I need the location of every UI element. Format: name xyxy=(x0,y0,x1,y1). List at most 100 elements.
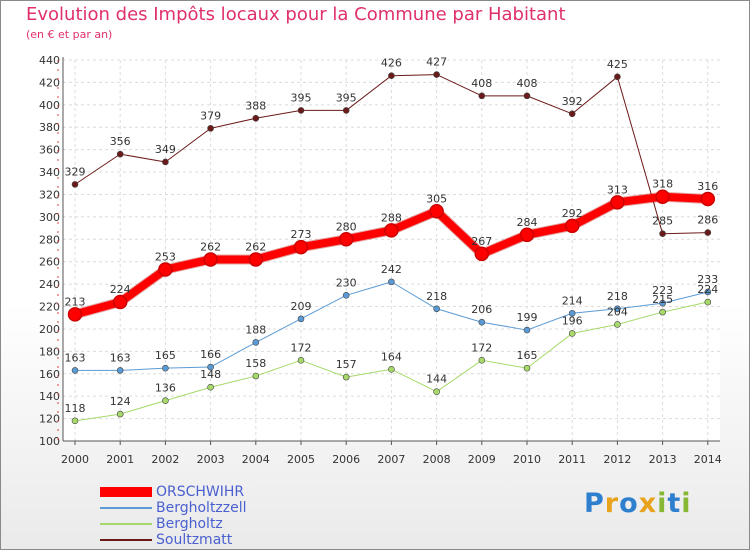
point-soultzmatt xyxy=(659,230,666,237)
y-tick-label: 200 xyxy=(39,323,60,336)
x-tick-label: 2004 xyxy=(242,453,270,466)
data-label-bergholtz: 164 xyxy=(381,350,402,363)
x-tick-label: 2001 xyxy=(106,453,134,466)
data-label-bergholtz: 165 xyxy=(517,349,538,362)
point-soultzmatt xyxy=(704,229,712,236)
y-tick-label: 320 xyxy=(39,188,60,201)
data-label-bergholtz: 215 xyxy=(652,293,673,306)
point-soultzmatt xyxy=(568,110,576,118)
y-tick-label: 380 xyxy=(39,121,60,134)
data-label-soultzmatt: 286 xyxy=(697,214,718,227)
legend: ORSCHWIHR Bergholtzzell Bergholtz Soultzmat… xyxy=(100,484,247,548)
data-label-bergholtzzell: 188 xyxy=(245,323,266,336)
point-bergholtzzell xyxy=(614,305,621,313)
point-bergholtz xyxy=(342,373,350,381)
y-tick-label: 300 xyxy=(39,211,60,224)
legend-label: Soultzmatt xyxy=(156,532,233,548)
data-label-orschwihr: 284 xyxy=(517,216,538,229)
x-tick-label: 2009 xyxy=(468,453,496,466)
point-bergholtz xyxy=(614,321,621,328)
data-label-bergholtzzell: 163 xyxy=(110,351,131,364)
point-orschwihr xyxy=(700,191,716,207)
data-label-bergholtz: 172 xyxy=(291,341,312,354)
data-label-orschwihr: 262 xyxy=(245,240,266,253)
point-bergholtzzell xyxy=(659,299,666,307)
proxiti-logo: Proxiti xyxy=(584,488,692,519)
legend-item-bergholtzzell: Bergholtzzell xyxy=(100,500,247,516)
y-tick-label: 400 xyxy=(39,99,60,112)
data-label-bergholtzzell: 209 xyxy=(291,300,312,313)
data-label-soultzmatt: 285 xyxy=(652,215,673,228)
point-soultzmatt xyxy=(207,125,214,132)
logo-letter: o xyxy=(619,488,639,519)
point-orschwihr xyxy=(564,218,580,234)
data-label-bergholtz: 204 xyxy=(607,305,628,318)
data-labels: 329 356 349 379 388 395 395 426 427 408 408 392 425 2… xyxy=(65,56,719,415)
point-soultzmatt xyxy=(478,92,486,100)
point-bergholtzzell xyxy=(207,363,214,371)
point-soultzmatt xyxy=(523,92,531,100)
point-bergholtz xyxy=(207,383,214,391)
point-bergholtzzell xyxy=(704,288,712,296)
x-tick-label: 2010 xyxy=(513,453,541,466)
data-label-orschwihr: 318 xyxy=(652,178,673,191)
data-label-soultzmatt: 379 xyxy=(200,109,221,122)
data-label-orschwihr: 305 xyxy=(426,192,447,205)
point-bergholtzzell xyxy=(388,278,395,286)
y-tick-label: 440 xyxy=(39,54,60,67)
data-label-soultzmatt: 408 xyxy=(517,77,538,90)
point-soultzmatt xyxy=(297,107,305,114)
axes: 100 120 140 160 180 200 220 240 260 280 300 320 340 3… xyxy=(39,54,722,466)
point-bergholtzzell xyxy=(568,309,576,317)
data-label-bergholtzzell: 218 xyxy=(607,290,628,303)
point-bergholtzzell xyxy=(252,339,260,346)
data-label-orschwihr: 313 xyxy=(607,183,628,196)
y-tick-label: 360 xyxy=(39,144,60,157)
data-label-bergholtz: 144 xyxy=(426,373,447,386)
series-group xyxy=(67,71,716,425)
point-orschwihr xyxy=(610,195,625,210)
x-tick-label: 2008 xyxy=(423,453,451,466)
point-bergholtz xyxy=(568,330,576,337)
data-label-orschwihr: 224 xyxy=(110,283,131,296)
point-orschwihr xyxy=(112,294,128,310)
point-bergholtzzell xyxy=(342,292,350,299)
logo-letter: x xyxy=(638,488,658,519)
data-label-orschwihr: 273 xyxy=(291,228,312,241)
data-label-bergholtz: 136 xyxy=(155,382,176,395)
x-tick-label: 2007 xyxy=(377,453,405,466)
point-bergholtz xyxy=(388,365,395,373)
point-orschwihr xyxy=(429,204,444,219)
y-tick-label: 100 xyxy=(39,435,60,448)
y-tick-label: 260 xyxy=(39,256,60,269)
data-label-bergholtzzell: 242 xyxy=(381,263,402,276)
data-label-bergholtzzell: 199 xyxy=(517,311,538,324)
y-tick-label: 420 xyxy=(39,76,60,89)
point-bergholtzzell xyxy=(116,367,124,374)
data-label-bergholtz: 118 xyxy=(65,402,86,415)
y-tick-label: 140 xyxy=(39,390,60,403)
y-tick-label: 220 xyxy=(39,301,60,314)
data-label-orschwihr: 292 xyxy=(562,207,583,220)
point-bergholtzzell xyxy=(478,318,486,326)
data-label-orschwihr: 288 xyxy=(381,211,402,224)
legend-label: Bergholtzzell xyxy=(156,500,247,516)
point-soultzmatt xyxy=(252,114,260,122)
logo-letter: t xyxy=(667,488,682,519)
point-bergholtzzell xyxy=(523,326,531,334)
x-tick-label: 2002 xyxy=(151,453,179,466)
point-soultzmatt xyxy=(614,73,621,81)
point-bergholtzzell xyxy=(162,364,169,372)
point-orschwihr xyxy=(519,227,535,243)
legend-swatch xyxy=(100,523,152,525)
data-label-orschwihr: 280 xyxy=(336,220,357,233)
data-label-orschwihr: 253 xyxy=(155,251,176,264)
plot-area xyxy=(63,60,720,441)
x-tick-label: 2014 xyxy=(694,453,722,466)
point-bergholtz xyxy=(704,298,712,306)
legend-swatch xyxy=(100,539,152,541)
data-label-bergholtzzell: 233 xyxy=(697,273,718,286)
logo-letter: P xyxy=(584,488,605,519)
x-tick-label: 2006 xyxy=(332,453,360,466)
legend-label: Bergholtz xyxy=(156,516,223,532)
